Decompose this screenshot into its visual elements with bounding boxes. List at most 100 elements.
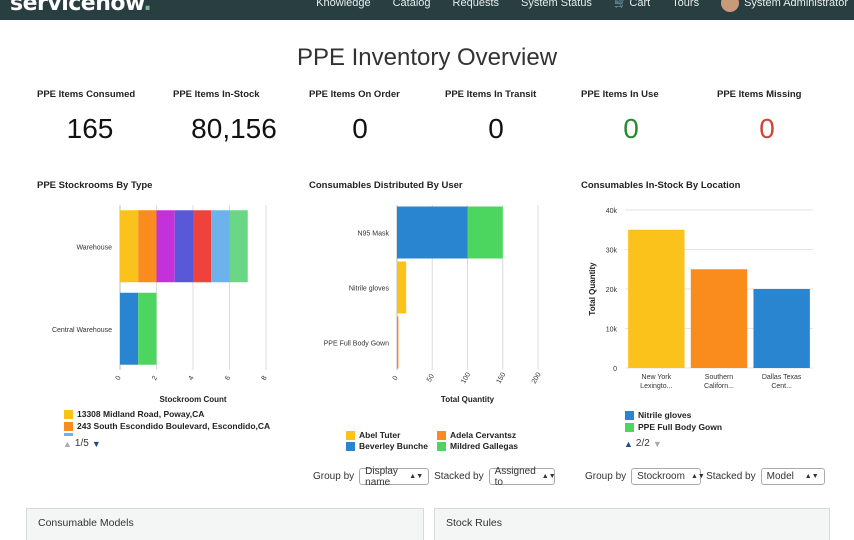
kpi-items-in-use[interactable]: PPE Items In Use 0	[581, 89, 716, 144]
legend-item[interactable]: 243 South Escondido Boulevard, Escondido…	[64, 421, 270, 431]
bar[interactable]	[628, 229, 685, 368]
x-category-label: Dallas Texas	[762, 374, 802, 381]
top-nav-bar: servicenow. Knowledge Catalog Requests S…	[0, 0, 854, 20]
x-tick-label: 100	[460, 371, 472, 385]
bar-segment[interactable]	[120, 292, 139, 365]
user-menu[interactable]: System Administrator	[721, 0, 848, 12]
x-tick-label: 150	[495, 371, 507, 385]
legend-pager: ▲ 1/5 ▼	[63, 438, 101, 449]
x-category-label: Lexingto...	[640, 383, 672, 390]
kpi-value: 165	[66, 113, 114, 144]
bar-segment[interactable]	[397, 206, 468, 259]
bar-segment[interactable]	[211, 210, 230, 283]
stacked-by-select[interactable]: Assigned to ▲▼	[488, 466, 556, 488]
kpi-items-on-order[interactable]: PPE Items On Order 0	[309, 89, 444, 144]
legend-item[interactable]: Adela Cervantsz	[437, 430, 516, 440]
pager-up-icon[interactable]: ▲	[624, 438, 633, 449]
bar-segment[interactable]	[156, 210, 175, 283]
bar-segment[interactable]	[120, 210, 139, 283]
y-category-label: N95 Mask	[357, 231, 389, 238]
pager-down-icon[interactable]: ▼	[91, 438, 101, 449]
x-tick-label: 50	[426, 373, 436, 383]
x-tick-label: 4	[188, 375, 196, 382]
legend-pager: ▲ 2/2 ▼	[624, 438, 662, 449]
nav-link-system-status[interactable]: System Status	[521, 0, 592, 9]
cart-icon: 🛒	[613, 0, 627, 9]
group-by-select[interactable]: Stockroom ▲▼	[631, 468, 705, 485]
nav-link-knowledge[interactable]: Knowledge	[316, 0, 371, 9]
kpi-value: 80,156	[191, 113, 277, 144]
kpi-items-consumed[interactable]: PPE Items Consumed 165	[37, 89, 172, 144]
nav-links: Knowledge Catalog Requests System Status…	[316, 0, 848, 12]
kpi-value: 0	[488, 113, 504, 144]
chart-in-stock-by-location: 0 10k 20k 30k 40k New York Lexingto... Southern…	[588, 208, 813, 390]
bar-segment[interactable]	[467, 206, 503, 259]
group-by-select[interactable]: Display name ▲▼	[359, 466, 430, 488]
legend-item[interactable]: Mildred Gallegas	[437, 441, 518, 451]
stacked-by-select[interactable]: Model ▲▼	[760, 468, 825, 485]
x-tick-label: 200	[531, 371, 543, 385]
y-axis-title: Total Quantity	[588, 262, 597, 316]
x-category-label: New York	[642, 374, 672, 381]
bar-segment[interactable]	[229, 210, 248, 283]
kpi-value: 0	[623, 113, 639, 144]
bar[interactable]	[690, 269, 748, 368]
chart-title-stockrooms: PPE Stockrooms By Type	[37, 180, 153, 191]
legend-item[interactable]: Nitrile gloves	[625, 410, 691, 420]
legend-swatch	[625, 422, 634, 432]
legend-item[interactable]: Beverley Bunche	[346, 441, 428, 451]
legend-item[interactable]: PPE Full Body Gown	[625, 422, 722, 432]
kpi-items-missing[interactable]: PPE Items Missing 0	[717, 89, 852, 144]
panel-title: Stock Rules	[446, 517, 503, 529]
select-arrows-icon: ▲▼	[409, 473, 424, 480]
select-arrows-icon: ▲▼	[541, 473, 556, 480]
nav-link-cart[interactable]: 🛒 Cart	[613, 0, 651, 9]
y-tick-label: 20k	[606, 287, 618, 294]
bar-segment[interactable]	[174, 210, 193, 283]
kpi-value: 0	[759, 113, 775, 144]
select-arrows-icon: ▲▼	[690, 473, 705, 480]
legend-swatch	[64, 421, 73, 431]
legend-item[interactable]: 13308 Midland Road, Poway,CA	[64, 409, 204, 419]
bar-segment[interactable]	[138, 292, 157, 365]
chart-distributed-by-user: 0 50 100 150 200 N95 Mask Nitrile gloves PPE Fu…	[324, 205, 543, 404]
y-tick-label: 0	[613, 366, 617, 373]
avatar	[721, 0, 740, 12]
nav-link-catalog[interactable]: Catalog	[392, 0, 431, 9]
y-category-label: Central Warehouse	[52, 327, 112, 334]
pager-down-icon[interactable]: ▼	[652, 438, 662, 449]
nav-link-tours[interactable]: Tours	[672, 0, 700, 9]
bar-segment[interactable]	[193, 210, 212, 283]
bar-segment[interactable]	[138, 210, 157, 283]
select-arrows-icon: ▲▼	[804, 473, 819, 480]
kpi-value: 0	[352, 113, 368, 144]
y-category-label: Warehouse	[76, 244, 112, 251]
y-tick-label: 40k	[606, 208, 618, 215]
y-tick-label: 30k	[606, 248, 618, 255]
bar-segment[interactable]	[397, 316, 399, 369]
legend-swatch	[437, 430, 446, 440]
y-tick-label: 10k	[606, 327, 618, 334]
bar[interactable]	[753, 289, 810, 368]
x-tick-label: 6	[224, 375, 232, 382]
nav-link-requests[interactable]: Requests	[452, 0, 500, 9]
pager-up-icon[interactable]: ▲	[63, 438, 72, 449]
legend-swatch	[346, 441, 355, 451]
legend-clipped-row	[64, 433, 254, 436]
legend-swatch	[437, 441, 446, 451]
chart-title-distributed: Consumables Distributed By User	[309, 180, 463, 191]
kpi-items-in-stock[interactable]: PPE Items In-Stock 80,156	[173, 89, 308, 144]
x-category-label: Southern	[705, 374, 734, 381]
kpi-items-in-transit[interactable]: PPE Items In Transit 0	[445, 89, 580, 144]
chart-title-location: Consumables In-Stock By Location	[581, 180, 741, 191]
servicenow-logo[interactable]: servicenow.	[10, 0, 152, 16]
panel-stock-rules: Stock Rules	[434, 508, 830, 540]
x-category-label: Californ...	[704, 383, 734, 390]
y-category-label: PPE Full Body Gown	[324, 341, 389, 348]
x-tick-label: 2	[151, 375, 159, 382]
x-tick-label: 0	[115, 375, 123, 382]
bar-segment[interactable]	[397, 261, 407, 314]
chart-stockrooms-by-type: 0 2 4 6 8 Warehouse Central Warehouse Stockroom…	[52, 205, 269, 404]
legend-item[interactable]: Abel Tuter	[346, 430, 400, 440]
